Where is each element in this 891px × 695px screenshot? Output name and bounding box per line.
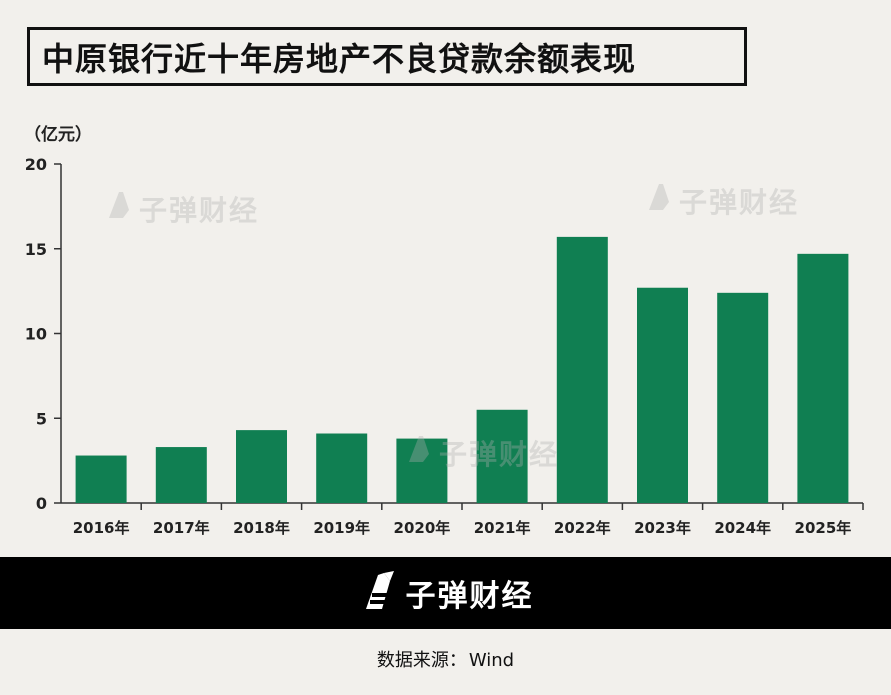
bar-chart: 0 5 10 15 20 2016年 2017年 2018年 2019年 2020年 2021年 20… bbox=[25, 155, 864, 537]
brand-logo: 子弹财经 bbox=[358, 569, 534, 617]
bar bbox=[797, 253, 849, 503]
x-tick-label: 2024年 bbox=[714, 519, 771, 537]
bar bbox=[396, 438, 448, 503]
footer-brand-band: 子弹财经 bbox=[0, 557, 891, 629]
bar bbox=[717, 292, 769, 503]
y-tick-label: 0 bbox=[36, 494, 47, 513]
x-tick-label: 2022年 bbox=[554, 519, 611, 537]
source-value: Wind bbox=[468, 650, 515, 671]
x-tick-label: 2018年 bbox=[233, 519, 290, 537]
bar bbox=[556, 236, 608, 503]
source-prefix: 数据来源： bbox=[376, 650, 467, 671]
bar bbox=[476, 409, 528, 503]
x-tick-label: 2025年 bbox=[795, 519, 852, 537]
data-source: 数据来源： Wind bbox=[0, 646, 891, 672]
y-axis-unit-label: （亿元） bbox=[24, 125, 92, 145]
bar bbox=[236, 430, 287, 503]
y-tick-label: 20 bbox=[25, 155, 47, 174]
y-tick-label: 10 bbox=[25, 325, 47, 344]
x-tick-label: 2021年 bbox=[474, 519, 531, 537]
x-tick-label: 2023年 bbox=[634, 519, 691, 537]
y-tick-label: 5 bbox=[36, 409, 47, 428]
chart-title: 中原银行近十年房地产不良贷款余额表现 bbox=[42, 39, 637, 78]
x-tick-label: 2016年 bbox=[73, 519, 130, 537]
brand-name: 子弹财经 bbox=[405, 579, 534, 614]
y-tick-label: 15 bbox=[25, 240, 47, 259]
x-tick-label: 2017年 bbox=[153, 519, 210, 537]
chart-title-box: 中原银行近十年房地产不良贷款余额表现 bbox=[27, 27, 747, 86]
x-tick-label: 2019年 bbox=[313, 519, 370, 537]
bullet-logo-icon bbox=[358, 569, 400, 617]
bar bbox=[637, 287, 688, 503]
x-tick-label: 2020年 bbox=[394, 519, 451, 537]
bar bbox=[75, 455, 127, 503]
bar bbox=[155, 447, 207, 503]
bar bbox=[316, 433, 368, 503]
